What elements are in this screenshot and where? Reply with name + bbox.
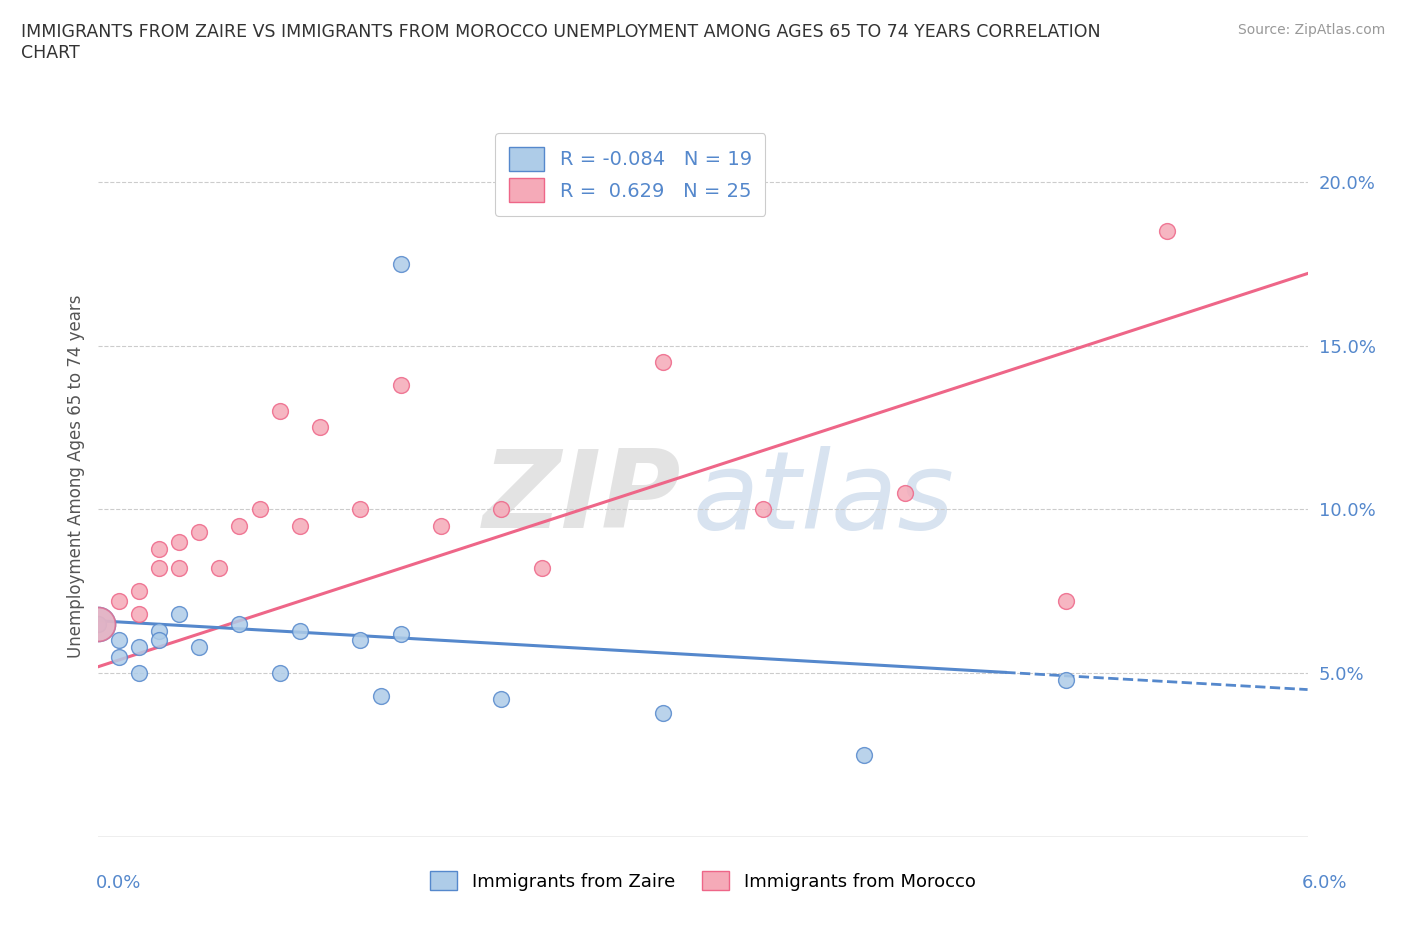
Point: [148, 623, 170, 638]
Point: [893, 485, 915, 500]
Point: [1054, 593, 1077, 608]
Point: [228, 617, 250, 631]
Point: [389, 378, 412, 392]
Point: [1054, 672, 1077, 687]
Point: [651, 354, 673, 369]
Point: [853, 748, 876, 763]
Point: [389, 257, 412, 272]
Point: [148, 561, 170, 576]
Point: [167, 535, 190, 550]
Point: [349, 502, 371, 517]
Point: [249, 502, 271, 517]
Point: [269, 666, 291, 681]
Point: [87, 617, 110, 631]
Point: [752, 502, 775, 517]
Point: [491, 502, 513, 517]
Text: IMMIGRANTS FROM ZAIRE VS IMMIGRANTS FROM MOROCCO UNEMPLOYMENT AMONG AGES 65 TO 7: IMMIGRANTS FROM ZAIRE VS IMMIGRANTS FROM…: [21, 23, 1101, 62]
Point: [349, 633, 371, 648]
Point: [389, 627, 412, 642]
Point: [288, 518, 311, 533]
Text: 6.0%: 6.0%: [1302, 874, 1347, 892]
Text: atlas: atlas: [693, 445, 955, 551]
Point: [1156, 223, 1178, 238]
Point: [228, 518, 250, 533]
Point: [87, 617, 110, 631]
Point: [107, 649, 129, 664]
Point: [107, 593, 129, 608]
Point: [530, 561, 553, 576]
Point: [128, 606, 150, 621]
Text: 0.0%: 0.0%: [96, 874, 141, 892]
Point: [167, 606, 190, 621]
Legend: R = -0.084   N = 19, R =  0.629   N = 25: R = -0.084 N = 19, R = 0.629 N = 25: [495, 133, 765, 216]
Point: [87, 617, 110, 631]
Point: [87, 617, 110, 631]
Point: [491, 692, 513, 707]
Point: [128, 584, 150, 599]
Point: [370, 689, 392, 704]
Point: [208, 561, 231, 576]
Point: [128, 666, 150, 681]
Text: Source: ZipAtlas.com: Source: ZipAtlas.com: [1237, 23, 1385, 37]
Point: [651, 705, 673, 720]
Point: [288, 623, 311, 638]
Legend: Immigrants from Zaire, Immigrants from Morocco: Immigrants from Zaire, Immigrants from M…: [423, 864, 983, 897]
Point: [430, 518, 453, 533]
Point: [148, 633, 170, 648]
Text: ZIP: ZIP: [482, 445, 682, 551]
Point: [188, 640, 211, 655]
Point: [148, 541, 170, 556]
Point: [269, 404, 291, 418]
Point: [188, 525, 211, 539]
Y-axis label: Unemployment Among Ages 65 to 74 years: Unemployment Among Ages 65 to 74 years: [66, 295, 84, 658]
Point: [309, 420, 332, 435]
Point: [167, 561, 190, 576]
Point: [107, 633, 129, 648]
Point: [128, 640, 150, 655]
